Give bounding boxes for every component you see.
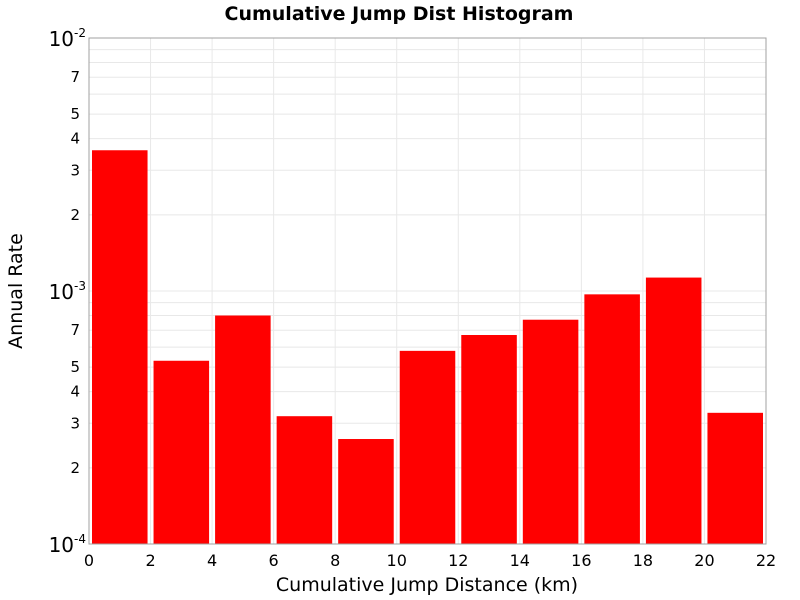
histogram-bar <box>92 150 148 544</box>
histogram-bar <box>399 350 456 544</box>
y-minor-tick-label: 5 <box>70 105 80 123</box>
y-axis-label: Annual Rate <box>5 233 27 349</box>
x-tick-label: 4 <box>207 551 217 570</box>
x-tick-label: 8 <box>330 551 340 570</box>
y-minor-tick-label: 2 <box>70 459 80 477</box>
histogram-bar <box>461 335 517 544</box>
x-tick-label: 6 <box>269 551 279 570</box>
bars-group <box>92 150 763 544</box>
x-axis-label: Cumulative Jump Distance (km) <box>276 574 578 596</box>
y-major-tick-label: 10-3 <box>49 279 86 304</box>
histogram-bar <box>522 319 579 544</box>
plot-frame <box>88 37 767 545</box>
histogram-bar <box>645 277 702 544</box>
y-minor-tick-label: 5 <box>70 358 80 376</box>
histogram-bar <box>584 294 640 544</box>
chart-title: Cumulative Jump Dist Histogram <box>225 3 574 25</box>
y-major-tick-label: 10-2 <box>49 26 86 51</box>
x-tick-label: 18 <box>633 551 653 570</box>
x-tick-label: 14 <box>510 551 530 570</box>
y-minor-tick-label: 4 <box>70 130 80 148</box>
y-axis-ticks: 10-2 10-3 10-4 2 3 4 5 7 2 3 4 5 7 <box>49 26 86 557</box>
histogram-bar <box>338 439 394 544</box>
y-minor-tick-label: 2 <box>70 206 80 224</box>
y-minor-tick-label: 3 <box>70 161 80 179</box>
histogram-bar <box>276 416 333 544</box>
x-axis-ticks: 0 2 4 6 8 10 12 14 16 18 20 22 <box>84 551 776 570</box>
x-tick-label: 22 <box>756 551 776 570</box>
histogram-bar <box>153 360 210 544</box>
x-tick-label: 2 <box>145 551 155 570</box>
y-minor-tick-label: 7 <box>70 68 80 86</box>
x-tick-label: 20 <box>694 551 714 570</box>
histogram-bar <box>707 412 763 544</box>
x-tick-label: 10 <box>387 551 407 570</box>
x-tick-label: 0 <box>84 551 94 570</box>
y-major-tick-label: 10-4 <box>49 532 86 557</box>
y-minor-tick-label: 3 <box>70 414 80 432</box>
y-minor-tick-label: 4 <box>70 383 80 401</box>
x-tick-label: 12 <box>448 551 468 570</box>
x-tick-label: 16 <box>571 551 591 570</box>
histogram-bar <box>215 315 271 544</box>
y-minor-tick-label: 7 <box>70 321 80 339</box>
